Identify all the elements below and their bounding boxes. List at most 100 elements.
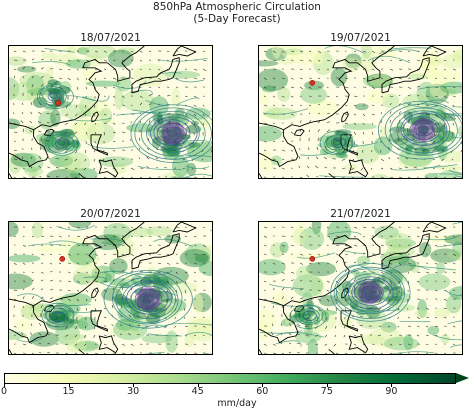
precip-patch (66, 46, 77, 54)
precip-patch (312, 46, 324, 64)
precip-patch (46, 66, 54, 77)
wind-arrow (212, 272, 213, 273)
map-plot-2 (259, 46, 463, 179)
location-marker (310, 80, 315, 85)
wind-arrow (462, 69, 463, 70)
figure-subtitle: (5-Day Forecast) (0, 13, 474, 25)
vortex-core (358, 280, 382, 304)
precip-patch (414, 310, 430, 317)
precip-patch (384, 337, 419, 351)
vortex-core (411, 118, 435, 142)
wind-arrow (462, 245, 463, 246)
wind-arrow (212, 60, 213, 61)
heavy-rain-patch (69, 319, 79, 324)
precip-patch (165, 330, 178, 352)
wind-arrow (212, 353, 213, 354)
precip-patch (30, 331, 59, 346)
wind-arrow (212, 299, 213, 300)
precip-patch (62, 152, 90, 174)
precip-patch (331, 68, 348, 87)
precip-patch (68, 243, 96, 266)
wind-arrow (212, 96, 213, 97)
precip-patch (133, 63, 166, 86)
wind-arrow (462, 96, 463, 97)
map-plot-4 (259, 222, 463, 355)
wind-arrow (462, 326, 463, 327)
precip-patch (9, 82, 39, 100)
precip-patch (355, 103, 368, 110)
wind-arrow (212, 308, 213, 309)
wind-arrow (212, 254, 213, 255)
precip-patch (171, 88, 180, 109)
map-panel-1 (8, 45, 213, 179)
map-plot-3 (9, 222, 213, 355)
precip-patch (193, 293, 204, 314)
heavy-rain-patch (48, 79, 59, 85)
wind-arrow (212, 317, 213, 318)
map-plot-1 (9, 46, 213, 179)
precip-patch (260, 92, 269, 107)
precip-patch (90, 100, 111, 122)
wind-arrow (462, 123, 463, 126)
wind-arrow (462, 87, 463, 88)
location-marker (60, 256, 65, 261)
precip-patch (280, 242, 289, 254)
precip-patch (434, 308, 450, 318)
wind-arrow (212, 114, 213, 116)
precip-patch (77, 317, 97, 331)
precip-patch (121, 90, 155, 111)
precip-patch (419, 274, 451, 291)
panel-title-4: 21/07/2021 (258, 208, 463, 220)
wind-arrow (212, 326, 213, 327)
wind-arrow (212, 335, 213, 336)
precip-patch (108, 50, 134, 68)
vortex-core (137, 287, 161, 311)
colorbar-tick-label: 30 (127, 386, 139, 397)
wind-arrow (212, 69, 213, 70)
vortex-core (161, 121, 185, 145)
wind-arrow (212, 227, 213, 228)
colorbar-tick-label: 60 (256, 386, 268, 397)
wind-arrow (212, 263, 213, 264)
wind-arrow (212, 245, 213, 246)
wind-arrow (212, 87, 213, 88)
precip-patch (296, 266, 313, 282)
location-marker (310, 256, 315, 261)
wind-arrow (462, 281, 463, 282)
wind-arrow (462, 177, 463, 178)
precip-patch (41, 53, 57, 59)
precip-patch (427, 326, 439, 335)
colorbar-tick-label: 15 (63, 386, 75, 397)
precip-patch (292, 228, 306, 245)
figure-title: 850hPa Atmospheric Circulation (0, 1, 474, 13)
wind-arrow (212, 168, 213, 169)
precip-patch (16, 319, 30, 330)
colorbar-tick-label: 0 (1, 386, 7, 397)
colorbar (4, 373, 456, 384)
precip-patch (36, 245, 59, 253)
wind-arrow (212, 159, 213, 160)
colorbar-tick-label: 45 (192, 386, 204, 397)
panel-title-2: 19/07/2021 (258, 32, 463, 44)
heavy-rain-patch (166, 146, 180, 156)
wind-arrow (462, 353, 463, 354)
wind-arrow (212, 78, 213, 79)
map-panel-2 (258, 45, 463, 179)
panel-title-3: 20/07/2021 (8, 208, 213, 220)
precip-patch (19, 153, 43, 172)
wind-arrow (212, 105, 213, 106)
precip-patch (66, 339, 87, 353)
wind-arrow (212, 123, 213, 126)
wind-arrow (462, 114, 463, 116)
precip-patch (165, 71, 200, 79)
wind-arrow (462, 290, 463, 291)
colorbar-unit-label: mm/day (0, 398, 474, 409)
precip-patch (17, 66, 36, 73)
location-marker (56, 100, 61, 105)
colorbar-tick-label: 90 (385, 386, 397, 397)
precip-patch (300, 86, 327, 104)
wind-arrow (212, 236, 213, 237)
wind-arrow (212, 281, 213, 282)
precip-patch (98, 156, 133, 167)
wind-arrow (462, 51, 463, 52)
